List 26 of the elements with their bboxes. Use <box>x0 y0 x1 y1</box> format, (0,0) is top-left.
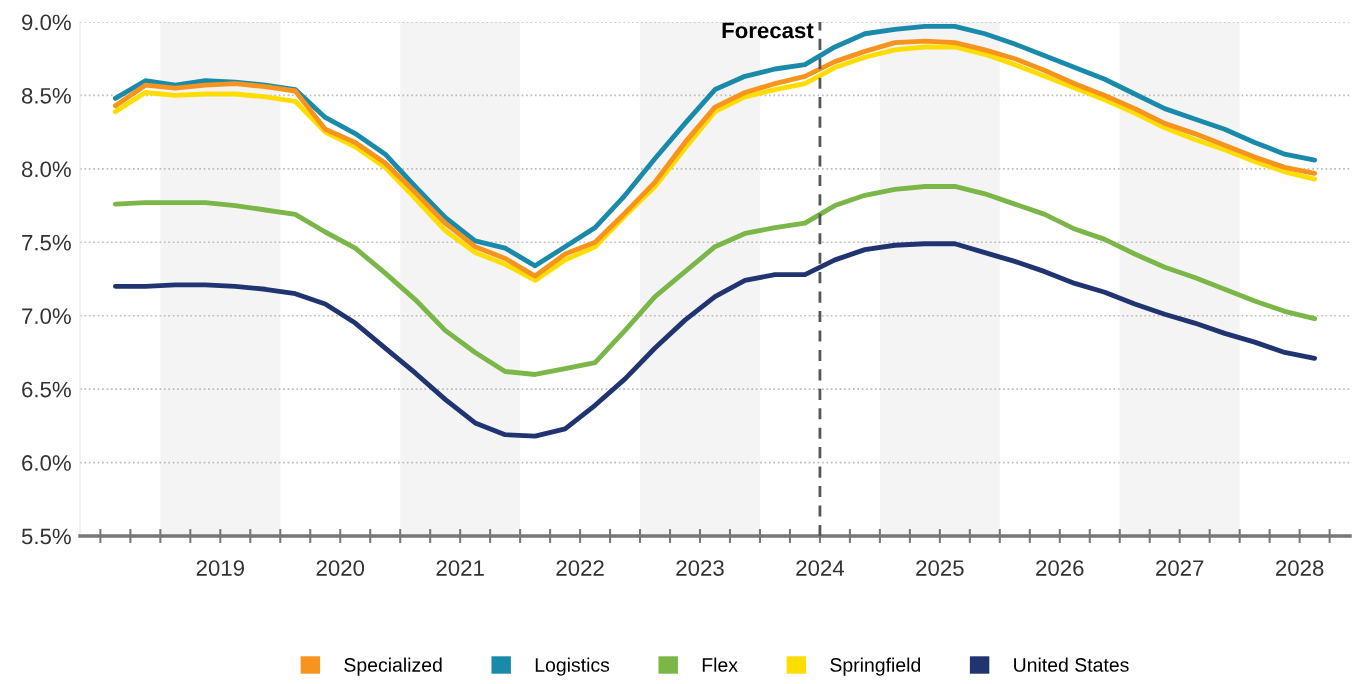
x-tick-label: 2026 <box>1036 560 1084 576</box>
y-tick-label: 8.0% <box>21 161 71 178</box>
y-tick-label: 9.0% <box>22 14 71 31</box>
y-tick-label: 5.5% <box>21 528 71 545</box>
line-series <box>112 184 1318 377</box>
x-tick-label: 2023 <box>676 560 724 576</box>
y-tick-label: 7.0% <box>22 308 71 324</box>
legend-label: Flex <box>702 657 738 672</box>
y-tick-label: 6.0% <box>22 455 71 471</box>
x-tick-label: 2025 <box>916 560 964 576</box>
x-tick-label: 2021 <box>436 560 484 576</box>
y-tick-label: 8.5% <box>21 87 71 104</box>
y-tick-label: 6.5% <box>22 381 71 398</box>
x-tick-label: 2020 <box>316 560 365 576</box>
legend-label: Specialized <box>344 657 442 676</box>
x-tick-label: 2022 <box>556 560 604 576</box>
legend-label: Springfield <box>830 657 921 676</box>
legend-label: Logistics <box>535 657 610 676</box>
y-tick-label: 7.5% <box>22 234 71 251</box>
x-tick-label: 2027 <box>1156 560 1204 576</box>
ref-line-label: Forecast <box>722 22 814 39</box>
x-tick-label: 2024 <box>796 560 844 576</box>
x-tick-label: 2019 <box>196 560 244 576</box>
legend-label: United States <box>1014 657 1129 672</box>
line-series <box>112 241 1318 439</box>
x-tick-label: 2028 <box>1276 560 1324 576</box>
